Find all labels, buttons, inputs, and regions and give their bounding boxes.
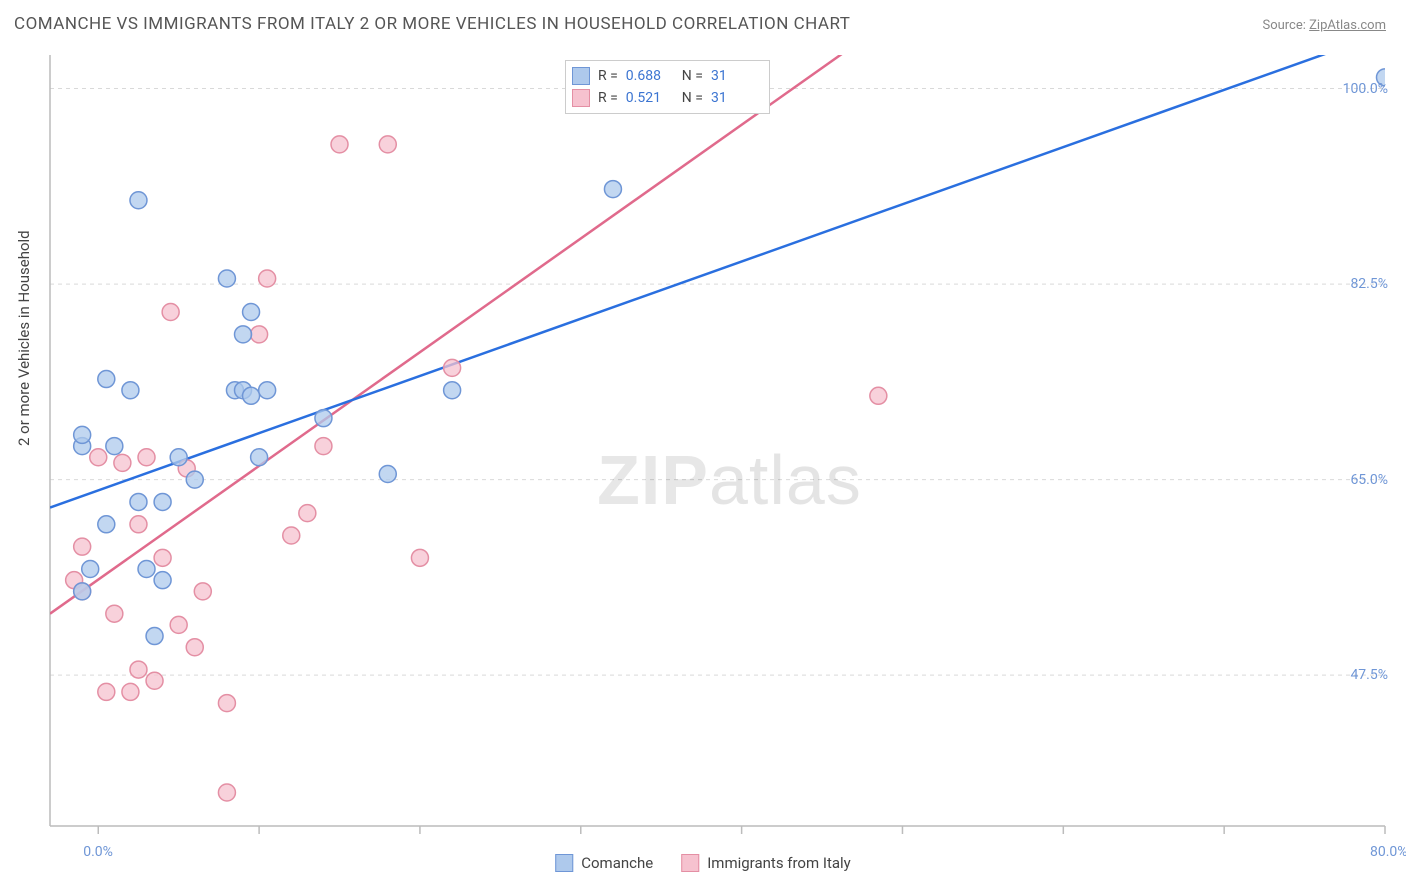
n-label: N =	[682, 87, 703, 109]
legend-label-1: Immigrants from Italy	[707, 854, 851, 872]
y-tick-label: 100.0%	[1343, 81, 1388, 97]
scatter-chart	[0, 0, 1406, 892]
swatch-icon	[572, 89, 590, 107]
n-label: N =	[682, 65, 703, 87]
r-label: R =	[598, 65, 618, 87]
x-tick-label: 0.0%	[83, 844, 113, 860]
y-tick-label: 82.5%	[1350, 276, 1388, 292]
bottom-legend: Comanche Immigrants from Italy	[555, 854, 851, 872]
x-tick-label: 80.0%	[1370, 844, 1406, 860]
r-value-0: 0.688	[626, 65, 674, 87]
r-legend-box: R = 0.688 N = 31 R = 0.521 N = 31	[565, 60, 770, 114]
y-tick-label: 47.5%	[1350, 667, 1388, 683]
y-tick-label: 65.0%	[1350, 472, 1388, 488]
swatch-icon	[572, 67, 590, 85]
r-value-1: 0.521	[626, 87, 674, 109]
r-legend-row-0: R = 0.688 N = 31	[572, 65, 759, 87]
legend-label-0: Comanche	[581, 854, 653, 872]
chart-container: COMANCHE VS IMMIGRANTS FROM ITALY 2 OR M…	[0, 0, 1406, 892]
legend-item-1[interactable]: Immigrants from Italy	[681, 854, 851, 872]
legend-item-0[interactable]: Comanche	[555, 854, 653, 872]
r-label: R =	[598, 87, 618, 109]
n-value-1: 31	[711, 87, 759, 109]
r-legend-row-1: R = 0.521 N = 31	[572, 87, 759, 109]
n-value-0: 31	[711, 65, 759, 87]
swatch-icon	[555, 854, 573, 872]
swatch-icon	[681, 854, 699, 872]
